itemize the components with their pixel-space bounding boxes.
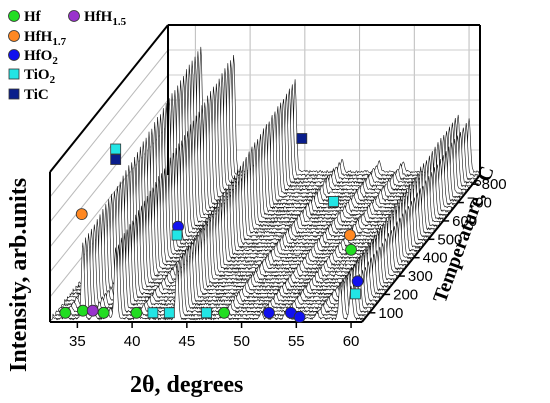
- legend-entry-hfh15: HfH1.5: [68, 9, 127, 28]
- x-tick-labels: 35 40 45 50 55 60: [69, 322, 359, 350]
- marker-hf-1: [76, 304, 89, 317]
- marker-tio2-7: [201, 307, 212, 319]
- legend-marker-hfh17: [8, 30, 20, 42]
- marker-tio2-22: [350, 288, 361, 300]
- marker-tic-17: [296, 133, 308, 144]
- legend-marker-hfh15: [68, 10, 80, 22]
- marker-hf-0: [59, 306, 72, 319]
- marker-hf-3: [97, 306, 110, 319]
- marker-tio2-6: [163, 307, 175, 319]
- x-tick-label-1: 40: [124, 333, 141, 350]
- marker-tio2-18: [328, 196, 339, 207]
- z-tick-label-0: 100: [378, 305, 403, 322]
- grid-line-side-4: [49, 74, 169, 223]
- grid-line-side-3: [49, 99, 169, 248]
- legend-label-tic: TiC: [24, 87, 49, 103]
- legend-label-hf: Hf: [24, 9, 42, 25]
- x-tick-label-2: 45: [178, 333, 195, 350]
- legend-marker-tio2: [8, 68, 20, 80]
- marker-hfh17-12: [75, 208, 88, 221]
- z-tick-label-6: 700: [467, 195, 492, 212]
- traces: [49, 46, 481, 323]
- frame-edge-6: [361, 174, 481, 323]
- frame-edge-2: [49, 24, 169, 173]
- marker-hfh17-19: [344, 229, 356, 242]
- legend-entry-tic: TiC: [8, 87, 49, 103]
- marker-tio2-13: [110, 143, 122, 155]
- marker-hf-8: [218, 306, 230, 319]
- marker-tic-14: [110, 154, 122, 165]
- y-axis-label: Intensity, arb.units: [6, 178, 32, 372]
- marker-hfh15-2: [86, 304, 99, 317]
- z-tick-label-3: 400: [423, 250, 448, 267]
- x-axis-label: 2θ, degrees: [130, 372, 243, 398]
- legend-marker-hf: [8, 10, 20, 22]
- z-tick-label-4: 500: [437, 231, 462, 248]
- z-tick-label-5: 600: [452, 213, 477, 230]
- marker-tio2-16: [171, 229, 183, 241]
- legend-entry-hfh17: HfH1.7: [8, 29, 67, 48]
- legend-entry-hf: Hf: [8, 9, 42, 25]
- legend-label-hfh15: HfH1.5: [84, 9, 127, 28]
- marker-tio2-5: [147, 307, 159, 319]
- x-tick-label-3: 50: [233, 333, 250, 350]
- marker-hf-4: [130, 306, 143, 319]
- legend-label-hfo2: HfO2: [24, 48, 58, 67]
- x-tick-label-4: 55: [288, 333, 305, 350]
- marker-hf-20: [345, 243, 357, 256]
- grid-line-side-5: [49, 49, 169, 198]
- marker-hfo2-9: [263, 306, 275, 319]
- z-tick-label-7: 800: [482, 176, 507, 193]
- legend-label-hfh17: HfH1.7: [24, 29, 67, 48]
- legend-marker-hfo2: [8, 49, 20, 61]
- legend-marker-tic: [8, 88, 20, 100]
- legend-entry-tio2: TiO2: [8, 67, 56, 86]
- marker-hfo2-11: [293, 311, 306, 323]
- z-tick-label-2: 300: [408, 268, 433, 285]
- x-tick-label-0: 35: [69, 333, 86, 350]
- z-tick-label-1: 200: [393, 286, 418, 303]
- x-tick-label-5: 60: [343, 333, 360, 350]
- legend-entry-hfo2: HfO2: [8, 48, 58, 67]
- marker-hfo2-21: [351, 275, 364, 288]
- legend-label-tio2: TiO2: [24, 67, 56, 86]
- axes-frame: [49, 24, 481, 323]
- phase-markers: [59, 133, 364, 323]
